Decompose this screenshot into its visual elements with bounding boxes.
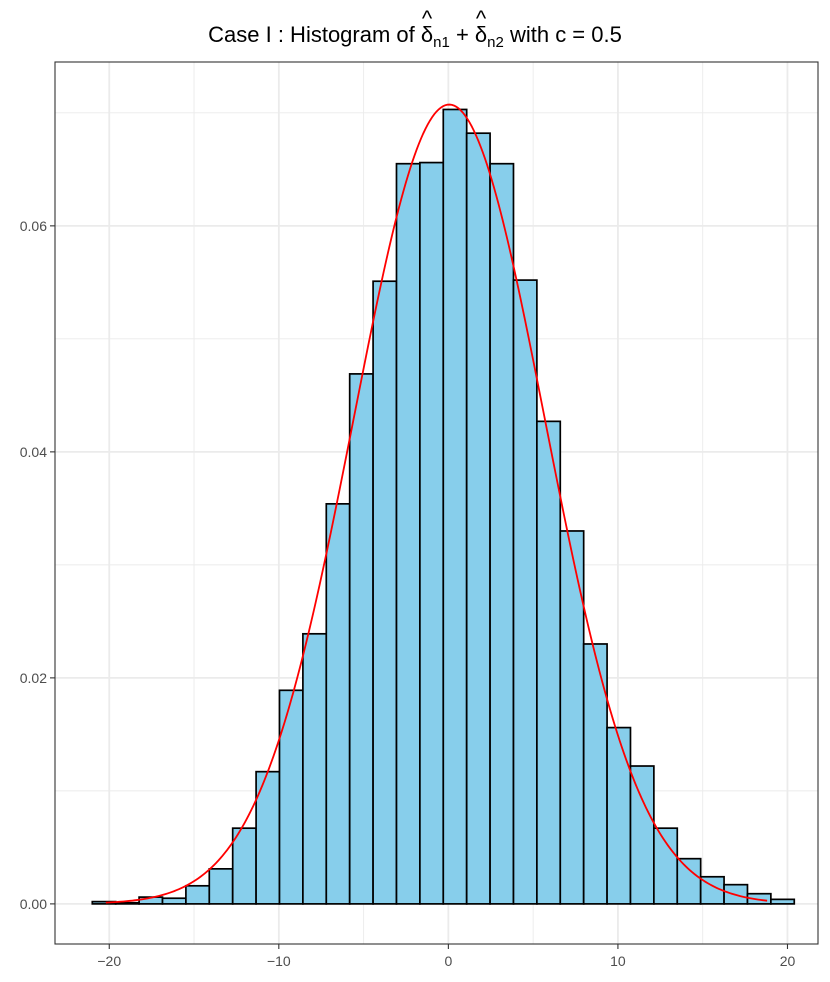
title-subscript-1: n1	[433, 34, 450, 51]
y-tick-label: 0.00	[20, 896, 47, 912]
y-axis: 0.00 0.02 0.04 0.06	[20, 218, 55, 912]
histogram-bar	[231, 827, 257, 905]
title-subscript-2: n2	[487, 34, 504, 51]
y-tick-label: 0.04	[20, 444, 47, 460]
title-plus: +	[450, 22, 475, 47]
histogram-bar	[302, 632, 328, 905]
histogram-bar	[325, 502, 351, 905]
histogram-bar	[278, 689, 304, 905]
density-curve-group	[105, 103, 768, 904]
histogram-bar	[489, 162, 515, 905]
histogram-bar	[419, 161, 445, 905]
chart-title-text: Case I : Histogram of δn1 + δn2 with c =…	[208, 22, 622, 51]
histogram-bar	[606, 726, 632, 905]
histogram-bar	[395, 162, 421, 905]
histogram-bar	[629, 765, 655, 905]
x-tick-label: 20	[780, 953, 796, 969]
y-tick-label: 0.06	[20, 218, 47, 234]
histogram-bar	[185, 884, 211, 905]
histogram-bar	[536, 420, 562, 905]
title-hat: ^	[476, 6, 487, 31]
y-tick-label: 0.02	[20, 670, 47, 686]
density-curve	[105, 103, 768, 904]
title-hat: ^	[422, 6, 433, 31]
histogram-bar	[348, 373, 374, 905]
x-tick-label: −10	[267, 953, 291, 969]
title-prefix: Case I : Histogram of	[208, 22, 421, 47]
histogram-bar	[114, 901, 140, 905]
x-tick-label: 0	[444, 953, 452, 969]
chart-title: Case I : Histogram of δn1 + δn2 with c =…	[208, 6, 622, 51]
histogram-bar	[512, 279, 538, 905]
histogram-bar	[161, 897, 187, 905]
histogram-bar	[676, 857, 702, 905]
histogram-bar	[770, 898, 796, 905]
panel-border	[54, 61, 819, 945]
histogram-bars	[91, 108, 796, 905]
x-tick-label: −20	[97, 953, 121, 969]
histogram-bar	[465, 132, 491, 905]
histogram-bar	[208, 868, 234, 905]
x-tick-label: 10	[610, 953, 626, 969]
histogram-bar	[582, 643, 608, 905]
histogram-bar	[372, 280, 398, 905]
title-delta-1: δ	[421, 22, 433, 47]
x-axis: −20 −10 0 10 20	[97, 944, 795, 969]
histogram-bar	[442, 108, 468, 905]
histogram-bar	[653, 827, 679, 905]
title-suffix: with c = 0.5	[504, 22, 622, 47]
title-delta-2: δ	[475, 22, 487, 47]
